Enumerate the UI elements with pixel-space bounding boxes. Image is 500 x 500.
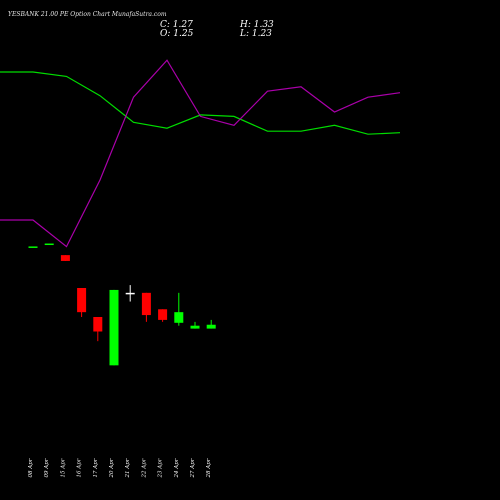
candle-body — [158, 309, 168, 320]
candle — [141, 292, 151, 322]
lower-band-layer — [0, 59, 401, 248]
close-value: C: 1.27 — [160, 20, 193, 30]
x-tick-label: 09 Apr — [44, 458, 50, 477]
candle-body — [28, 246, 38, 248]
high-value: H: 1.33 — [240, 20, 274, 30]
x-tick-label: 16 Apr — [77, 458, 83, 477]
candle — [158, 309, 168, 322]
x-tick-label: 28 Apr — [206, 458, 212, 478]
candle — [77, 288, 87, 317]
candle-body — [77, 288, 87, 313]
candle-body — [44, 243, 54, 246]
open-value: O: 1.25 — [160, 29, 194, 39]
candle — [206, 319, 216, 329]
chart-title: YESBANK 21.00 PE Option Chart MunafaSutr… — [8, 11, 167, 18]
candle-body — [60, 255, 70, 261]
upper-band-layer — [0, 71, 401, 135]
candle — [125, 285, 135, 302]
upper-band-line — [0, 71, 401, 135]
lower-band-line — [0, 59, 401, 248]
x-tick-label: 23 Apr — [158, 458, 164, 478]
candle — [93, 317, 103, 342]
x-axis-labels: 08 Apr 09 Apr 15 Apr 16 Apr 17 Apr 20 Apr 21 A… — [28, 458, 212, 478]
x-tick-label: 08 Apr — [28, 458, 34, 477]
candle-body — [206, 324, 216, 329]
x-tick-label: 24 Apr — [174, 458, 180, 478]
candle — [60, 255, 70, 261]
x-tick-label: 27 Apr — [190, 458, 196, 478]
candle-body — [125, 292, 135, 295]
x-tick-label: 21 Apr — [125, 458, 131, 478]
x-tick-label: 17 Apr — [93, 458, 99, 477]
candle — [174, 292, 184, 326]
candle-body — [109, 289, 119, 366]
candle — [190, 321, 200, 329]
candle — [28, 246, 38, 248]
candle — [109, 289, 119, 366]
x-tick-label: 22 Apr — [141, 458, 147, 478]
candle — [44, 243, 54, 246]
x-tick-label: 20 Apr — [109, 458, 115, 478]
candle-body — [141, 292, 151, 316]
low-value: L: 1.23 — [240, 29, 272, 39]
candles-layer — [28, 243, 216, 366]
candle-body — [174, 312, 184, 323]
candle-body — [93, 317, 103, 332]
candle-body — [190, 325, 200, 329]
x-tick-label: 15 Apr — [60, 458, 66, 477]
